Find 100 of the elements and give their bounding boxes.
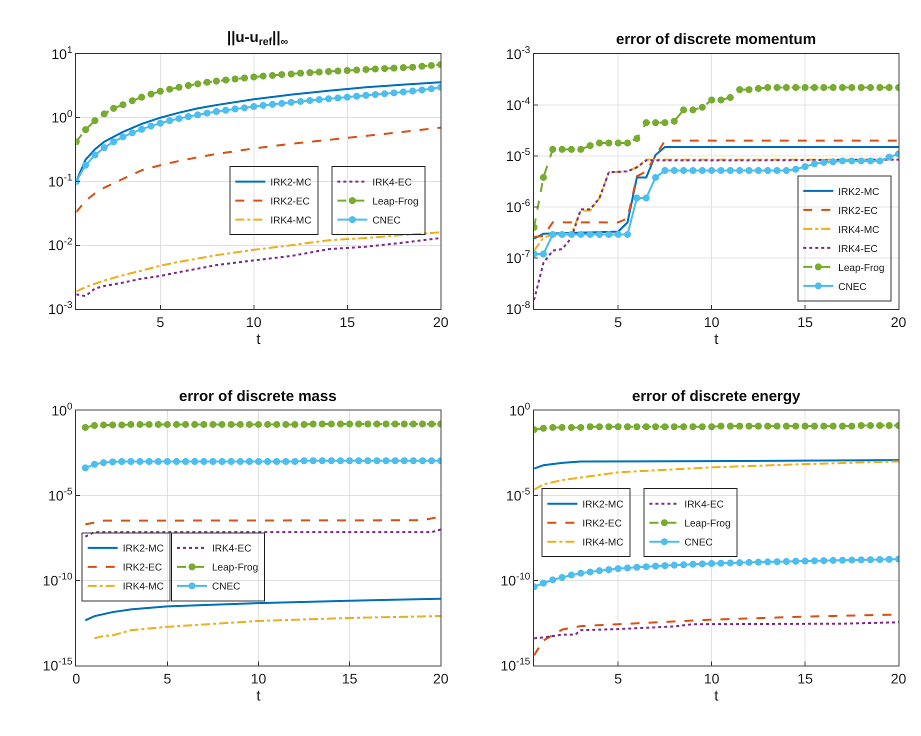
point [782,84,790,91]
line-series [534,460,899,491]
legend-label: Leap-Frog [212,562,258,574]
point [328,457,335,464]
point [792,558,800,565]
point [830,84,837,91]
legend-label: IRK4-MC [582,538,624,549]
point [633,135,640,142]
point [300,457,308,464]
point [577,570,584,577]
point [792,422,800,430]
point [830,556,837,564]
point [792,166,800,173]
point [596,230,603,238]
point [867,84,874,91]
point [127,420,134,428]
point [355,457,362,464]
point [346,420,354,428]
point [291,420,298,428]
legend-label: Leap-Frog [372,196,419,208]
point [886,154,893,161]
x-tick-label: 20 [890,670,907,686]
x-tick-label: 10 [250,670,266,686]
line-series [76,126,441,214]
legend-label: IRK2-EC [122,562,162,574]
point [848,422,856,430]
point [128,129,136,136]
point [156,120,164,127]
point [268,72,276,79]
legend-label: IRK4-MC [270,216,312,227]
point [82,464,89,472]
point [382,420,390,428]
point [596,423,603,430]
point [418,62,426,70]
point [428,457,436,464]
x-tick-label: 20 [890,314,907,330]
point [764,84,772,91]
point [209,420,216,428]
point [250,74,258,81]
point [726,422,734,430]
point [200,420,208,428]
point [176,84,183,91]
point [297,98,304,105]
legend-label: CNEC [684,538,713,549]
x-axis-title: t [714,330,720,348]
point [428,420,436,428]
legend-label: IRK4-MC [838,224,880,236]
legend-label: IRK2-EC [270,196,310,208]
point [736,422,744,430]
point [698,560,706,568]
point [540,174,547,181]
point [549,146,556,153]
point [558,230,566,238]
point [264,458,272,465]
line-series [534,621,899,640]
point [746,558,753,566]
line-series [76,237,441,298]
y-tick-label: 10$^{-5}$ [48,486,73,504]
point [90,422,98,430]
point [680,106,688,114]
point [288,70,295,78]
legend-label: IRK4-EC [684,500,724,511]
point [614,565,622,572]
point [172,420,180,428]
legend-label: IRK4-EC [212,544,252,555]
point [353,66,360,74]
y-tick-label: 10$^{-3}$ [48,300,73,317]
x-axis-title: t [714,687,720,704]
point [410,457,417,464]
point [218,420,226,428]
point [754,85,762,92]
point [419,420,426,428]
point [614,230,622,238]
point [291,458,298,465]
point [240,74,248,82]
point [736,86,744,94]
x-tick-label: 20 [432,314,449,330]
point [624,564,632,572]
point [633,564,640,571]
point [680,167,688,174]
point [109,458,116,466]
y-tick-label: 10$^{-15}$ [500,656,531,674]
line-series [534,459,899,470]
point [886,84,893,91]
point [810,84,818,91]
point [746,167,753,174]
point [372,66,379,73]
point [586,230,594,238]
chart-title: error of discrete mass [179,388,337,405]
point [661,423,668,430]
point [156,88,164,95]
point [820,158,828,166]
point [708,96,716,104]
point [90,460,98,468]
point [306,97,314,104]
point [278,71,286,78]
point [774,84,781,91]
point [250,103,258,110]
point [586,142,594,150]
point [254,420,262,428]
